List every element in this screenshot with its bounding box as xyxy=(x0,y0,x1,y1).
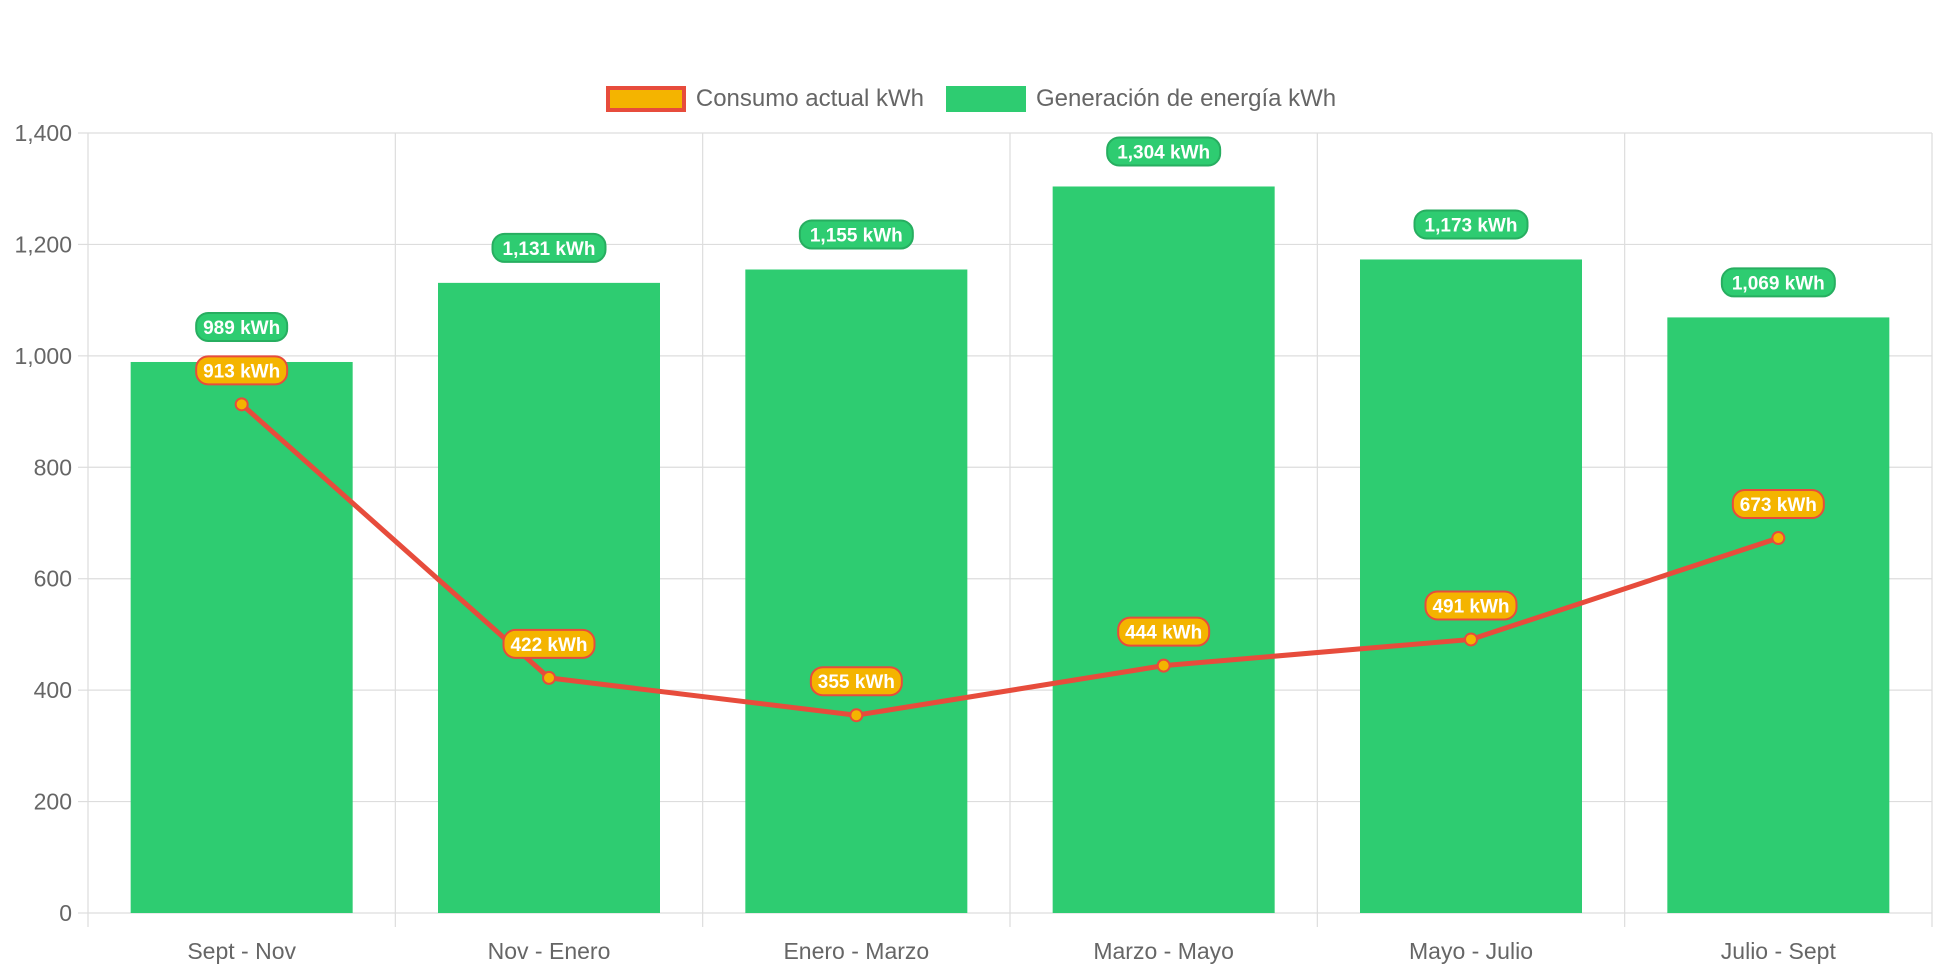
legend-swatch-generacion xyxy=(945,86,1026,112)
data-label: 1,173 kWh xyxy=(1425,215,1518,236)
data-label-box xyxy=(502,628,596,659)
data-label: 1,155 kWh xyxy=(810,226,903,247)
line-point xyxy=(849,708,864,723)
y-tick-label: 600 xyxy=(34,566,72,592)
data-label: 1,304 kWh xyxy=(1117,142,1210,163)
data-label: 673 kWh xyxy=(1740,495,1817,516)
data-label-box xyxy=(195,355,289,386)
bar xyxy=(1667,317,1890,913)
data-label: 422 kWh xyxy=(510,635,587,656)
bar xyxy=(1052,186,1275,913)
data-label: 1,069 kWh xyxy=(1732,273,1825,294)
data-label-box xyxy=(491,232,607,263)
x-tick-label: Sept - Nov xyxy=(187,938,296,964)
data-label-box xyxy=(1106,136,1222,167)
y-tick-label: 400 xyxy=(34,677,72,703)
line-point xyxy=(542,670,556,685)
legend-label-consumo: Consumo actual kWh xyxy=(695,85,924,112)
x-tick-label: Julio - Sept xyxy=(1721,938,1837,964)
data-label-box xyxy=(195,311,289,342)
data-label-box xyxy=(1731,489,1825,520)
y-tick-label: 200 xyxy=(34,789,72,815)
legend-item-consumo[interactable]: Consumo actual kWh xyxy=(605,85,924,113)
data-label: 1,131 kWh xyxy=(503,239,596,260)
data-label-box xyxy=(798,219,914,250)
line-point xyxy=(1156,658,1171,673)
data-label-box xyxy=(1117,616,1211,647)
legend-item-generacion[interactable]: Generación de energía kWh xyxy=(945,85,1337,113)
line-point xyxy=(1464,632,1478,647)
legend: Consumo actual kWh Generación de energía… xyxy=(0,84,1942,114)
x-tick-label: Mayo - Julio xyxy=(1409,938,1533,964)
x-tick-label: Nov - Enero xyxy=(488,938,611,964)
x-tick-label: Marzo - Mayo xyxy=(1093,938,1234,964)
y-tick-label: 0 xyxy=(59,900,72,926)
legend-label-generacion: Generación de energía kWh xyxy=(1035,85,1337,112)
data-label-box xyxy=(1720,267,1836,298)
y-tick-label: 800 xyxy=(34,454,72,480)
x-tick-label: Enero - Marzo xyxy=(783,938,929,964)
data-label: 355 kWh xyxy=(818,672,895,693)
y-tick-label: 1,400 xyxy=(14,120,72,146)
legend-swatch-consumo xyxy=(605,86,686,112)
data-label: 444 kWh xyxy=(1125,623,1202,644)
bar xyxy=(130,361,353,913)
data-label: 491 kWh xyxy=(1432,596,1509,617)
data-label-box xyxy=(1424,590,1518,621)
data-label-box xyxy=(1413,209,1529,240)
series-line-consumo xyxy=(240,402,1780,718)
data-label-box xyxy=(809,666,903,697)
bar xyxy=(745,269,968,913)
data-label: 913 kWh xyxy=(203,361,280,382)
line-point xyxy=(1771,531,1786,546)
bar xyxy=(438,282,660,913)
data-label: 989 kWh xyxy=(203,318,280,339)
bar xyxy=(1360,259,1582,913)
line-point xyxy=(234,397,249,412)
y-tick-label: 1,200 xyxy=(14,231,72,257)
y-tick-label: 1,000 xyxy=(14,343,72,369)
